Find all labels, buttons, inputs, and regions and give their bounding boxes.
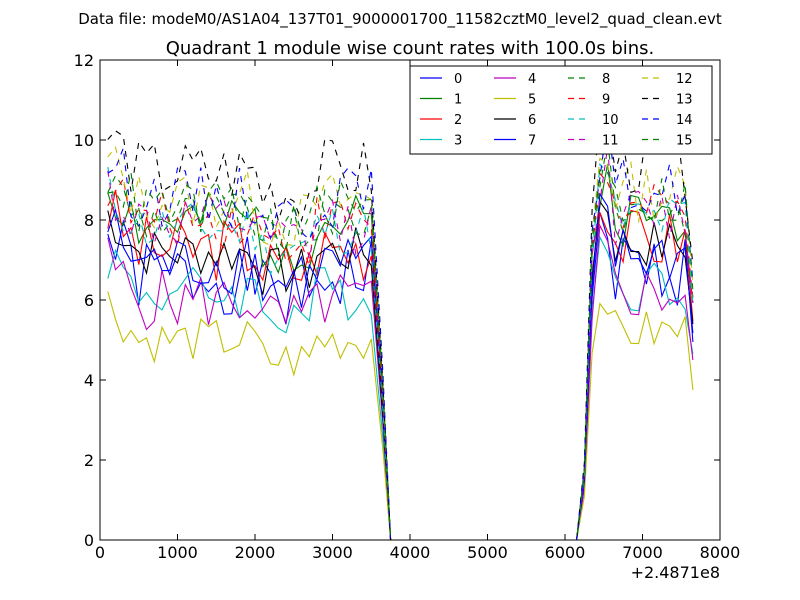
legend-label: 11 — [602, 134, 619, 149]
legend-label: 12 — [676, 72, 693, 87]
x-tick-label: 2000 — [235, 543, 276, 562]
series-line-8 — [107, 140, 694, 541]
chart-title: Quadrant 1 module wise count rates with … — [166, 38, 655, 59]
y-tick-label: 4 — [84, 371, 94, 390]
legend-label: 9 — [602, 93, 610, 108]
series-line-7 — [107, 192, 694, 541]
legend-label: 13 — [676, 93, 693, 108]
series-line-6 — [107, 200, 694, 541]
legend-label: 2 — [454, 113, 462, 128]
y-tick-label: 8 — [84, 211, 94, 230]
series-line-11 — [107, 147, 694, 541]
chart-suptitle: Data file: modeM0/AS1A04_137T01_90000017… — [78, 10, 722, 29]
series-line-13 — [107, 109, 694, 541]
legend-box — [409, 65, 713, 155]
series-line-3 — [107, 235, 694, 541]
legend-label: 3 — [454, 134, 462, 149]
y-tick-label: 10 — [74, 131, 94, 150]
y-tick-label: 6 — [84, 291, 94, 310]
y-tick-label: 2 — [84, 451, 94, 470]
series-line-0 — [107, 212, 694, 541]
legend-label: 7 — [528, 134, 536, 149]
legend-label: 10 — [602, 113, 619, 128]
legend-label: 14 — [676, 113, 693, 128]
x-tick-label: 0 — [95, 543, 105, 562]
series-line-4 — [107, 223, 694, 541]
legend-label: 15 — [676, 134, 693, 149]
series-line-2 — [107, 189, 694, 541]
legend-label: 8 — [602, 72, 610, 87]
series-line-5 — [107, 291, 694, 541]
x-tick-label: 6000 — [545, 543, 586, 562]
x-tick-label: 5000 — [467, 543, 508, 562]
x-tick-label: 4000 — [390, 543, 431, 562]
x-tick-label: 3000 — [312, 543, 353, 562]
x-tick-label: 1000 — [157, 543, 198, 562]
legend-label: 6 — [528, 113, 536, 128]
series-line-14 — [107, 120, 694, 541]
axes: 0 1000 2000 3000 4000 5000 6000 7000 80000246810… — [74, 51, 741, 562]
legend-label: 1 — [454, 93, 462, 108]
x-offset-label: +2.4871e8 — [631, 563, 720, 582]
plot-lines — [107, 109, 694, 541]
series-line-10 — [107, 163, 694, 541]
series-line-15 — [107, 169, 694, 541]
y-tick-label: 12 — [74, 51, 94, 70]
x-tick-label: 8000 — [700, 543, 741, 562]
y-tick-label: 0 — [84, 531, 94, 550]
legend-label: 5 — [528, 93, 536, 108]
legend-label: 4 — [528, 72, 536, 87]
x-tick-label: 7000 — [622, 543, 663, 562]
legend-label: 0 — [454, 72, 462, 87]
